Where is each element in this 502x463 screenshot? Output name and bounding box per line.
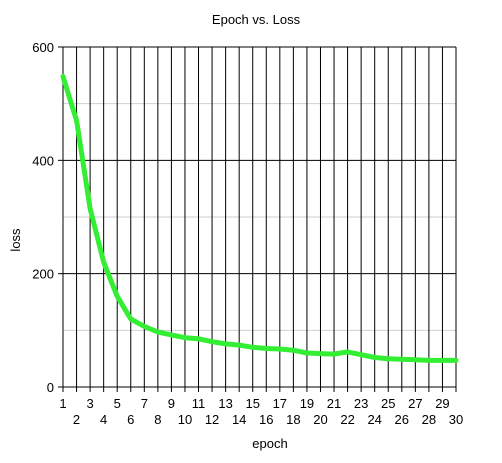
y-tick-labels: 0 200 400 600 [32,40,54,395]
x-tick-label: 8 [154,412,161,427]
x-tick-label: 24 [367,412,381,427]
x-tick-label: 30 [449,412,463,427]
x-tick-label: 16 [259,412,273,427]
x-tick-label: 26 [395,412,409,427]
x-tick-label: 25 [381,396,395,411]
x-tick-label: 19 [300,396,314,411]
x-tick-label: 22 [340,412,354,427]
x-tick-label: 6 [127,412,134,427]
x-tick-label: 7 [141,396,148,411]
x-tick-label: 18 [286,412,300,427]
x-tick-label: 23 [354,396,368,411]
x-tick-label: 2 [73,412,80,427]
x-tick-label: 12 [205,412,219,427]
x-tick-label: 9 [168,396,175,411]
axes [58,46,457,392]
chart-title: Epoch vs. Loss [212,12,301,27]
y-axis-label: loss [8,228,23,252]
y-tick-label: 200 [32,267,54,282]
y-tick-label: 0 [47,380,54,395]
series-layer [60,74,459,363]
minor-gridlines [63,103,456,331]
loss-series-line [60,74,459,363]
x-tick-label: 1 [59,396,66,411]
x-tick-label: 28 [422,412,436,427]
x-tick-label: 17 [273,396,287,411]
x-tick-label: 4 [100,412,107,427]
x-tick-label: 14 [232,412,246,427]
x-tick-label: 11 [192,396,206,411]
x-tick-label: 5 [114,396,121,411]
x-tick-labels: 1 3 5 7 9 11 13 15 17 19 21 23 25 27 292 4 6 8 10 12 14 16 18 2… [59,396,463,427]
vertical-gridlines [62,47,457,387]
x-tick-label: 3 [86,396,93,411]
y-tick-label: 400 [32,153,54,168]
x-tick-label: 13 [218,396,232,411]
x-tick-label: 10 [178,412,192,427]
x-tick-label: 27 [408,396,422,411]
x-tick-label: 15 [245,396,259,411]
x-tick-label: 29 [435,396,449,411]
x-tick-label: 21 [327,396,341,411]
y-tick-label: 600 [32,40,54,55]
x-tick-label: 20 [313,412,327,427]
x-axis-label: epoch [252,436,287,451]
